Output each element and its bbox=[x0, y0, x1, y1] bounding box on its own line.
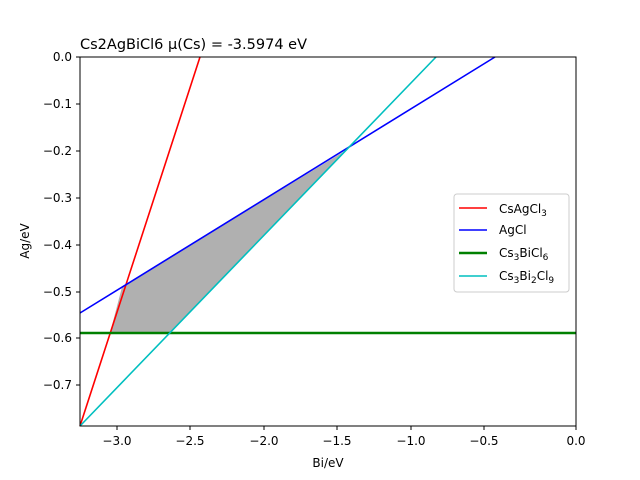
x-tick-label: 0.0 bbox=[566, 434, 585, 448]
x-tick-label: −3.0 bbox=[102, 434, 131, 448]
series-agcl-line bbox=[79, 56, 496, 314]
axes-frame bbox=[79, 56, 577, 427]
y-tick-label: −0.5 bbox=[43, 285, 72, 299]
legend-label-agcl: AgCl bbox=[499, 223, 527, 237]
y-tick-label: 0.0 bbox=[53, 50, 72, 64]
legend-label-csagcl3: CsAgCl3 bbox=[499, 202, 547, 219]
y-tick-label: −0.6 bbox=[43, 331, 72, 345]
legend-box bbox=[453, 193, 570, 293]
x-tick-label: −2.0 bbox=[249, 434, 278, 448]
x-tick-label: −2.5 bbox=[175, 434, 204, 448]
y-tick-label: −0.4 bbox=[43, 238, 72, 252]
legend-label-cs3bicl6: Cs3BiCl6 bbox=[499, 246, 549, 263]
y-tick-label: −0.7 bbox=[43, 378, 72, 392]
feasible-region bbox=[110, 149, 348, 333]
x-tick-label: −1.0 bbox=[396, 434, 425, 448]
plot-area bbox=[79, 56, 577, 427]
x-tick-label: −1.5 bbox=[322, 434, 351, 448]
x-axis-label: Bi/eV bbox=[312, 456, 344, 470]
y-tick-label: −0.2 bbox=[43, 144, 72, 158]
legend: CsAgCl3 AgCl Cs3BiCl6 Cs3Bi2Cl9 bbox=[453, 193, 570, 293]
series-csagcl3-line bbox=[79, 56, 201, 427]
y-axis-label: Ag/eV bbox=[18, 222, 32, 258]
chart-title: Cs2AgBiCl6 μ(Cs) = -3.5974 eV bbox=[80, 37, 307, 53]
y-tick-label: −0.3 bbox=[43, 191, 72, 205]
y-tick-label: −0.1 bbox=[43, 97, 72, 111]
series-cs3bi2cl9-line bbox=[79, 56, 437, 427]
y-axis: 0.0 −0.1 −0.2 −0.3 −0.4 −0.5 −0.6 −0.7 A… bbox=[18, 50, 80, 392]
x-axis: −3.0 −2.5 −2.0 −1.5 −1.0 −0.5 0.0 Bi/eV bbox=[102, 426, 586, 470]
x-tick-label: −0.5 bbox=[469, 434, 498, 448]
legend-label-cs3bi2cl9: Cs3Bi2Cl9 bbox=[499, 269, 554, 286]
